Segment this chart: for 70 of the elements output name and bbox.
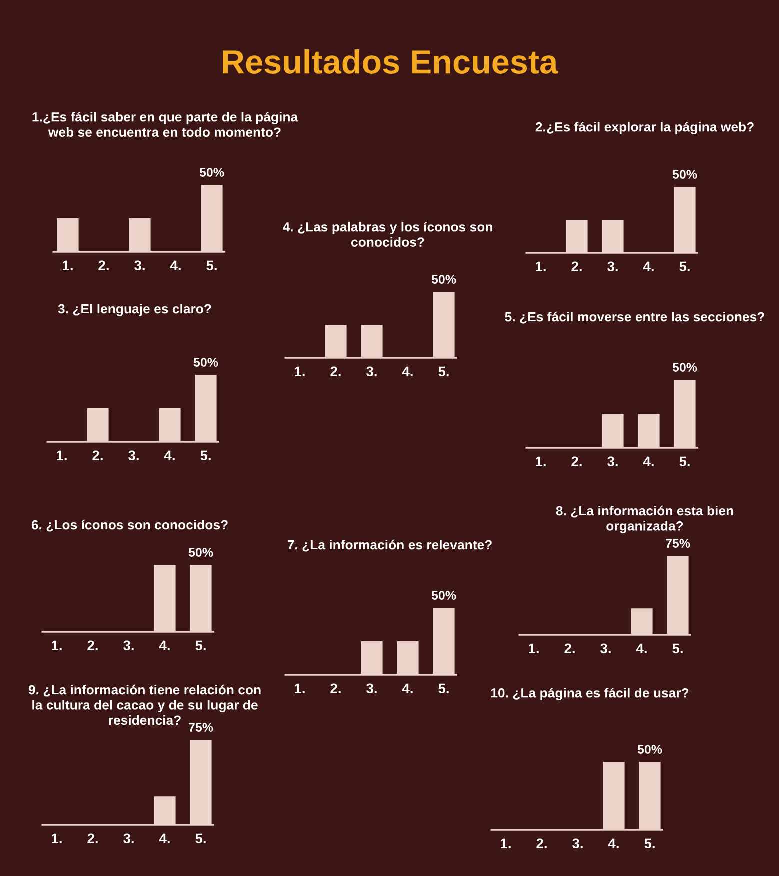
data-label: 50% bbox=[672, 170, 698, 179]
x-tick-label: 1. bbox=[529, 644, 539, 654]
x-tick-label: 3. bbox=[134, 260, 145, 271]
x-tick-label: 1. bbox=[63, 260, 73, 270]
x-tick-label: 5. bbox=[680, 262, 690, 272]
chart-title: 6. ¿Los íconos son conocidos? bbox=[32, 520, 228, 532]
chart-title: 3. ¿El lenguaje es claro? bbox=[58, 304, 212, 316]
x-tick-label: 1. bbox=[536, 456, 546, 466]
x-tick-label: 2. bbox=[92, 450, 103, 460]
x-tick-label: 4. bbox=[170, 260, 181, 270]
x-tick-label: 3. bbox=[124, 640, 134, 651]
x-tick-label: 4. bbox=[159, 834, 170, 844]
data-label: 50% bbox=[432, 275, 456, 284]
x-tick-label: 3. bbox=[600, 644, 611, 654]
x-tick-label: 5. bbox=[438, 684, 449, 694]
x-tick-label: 4. bbox=[636, 644, 647, 654]
x-tick-label: 2. bbox=[564, 644, 575, 654]
x-tick-label: 4. bbox=[608, 838, 619, 848]
x-tick-label: 2. bbox=[88, 640, 98, 650]
x-tick-label: 5. bbox=[438, 366, 449, 377]
x-tick-label: 5. bbox=[644, 838, 655, 849]
x-tick-label: 1. bbox=[536, 262, 546, 272]
data-label: 50% bbox=[188, 548, 214, 557]
x-tick-label: 3. bbox=[608, 262, 618, 272]
data-label: 50% bbox=[672, 363, 698, 372]
x-tick-label: 1. bbox=[295, 366, 305, 376]
chart-title: 7. ¿La información es relevante? bbox=[288, 540, 492, 552]
x-tick-label: 3. bbox=[124, 834, 134, 844]
x-tick-label: 2. bbox=[572, 456, 582, 466]
x-tick-label: 2. bbox=[536, 838, 547, 848]
x-tick-label: 4. bbox=[402, 366, 413, 376]
x-tick-label: 3. bbox=[366, 366, 377, 377]
x-tick-label: 1. bbox=[57, 450, 67, 460]
chart-title: 5. ¿Es fácil moverse entre las secciones? bbox=[505, 312, 764, 324]
x-tick-label: 2. bbox=[572, 262, 582, 272]
chart-title: 4. ¿Las palabras y los íconos son conocidos? bbox=[282, 222, 492, 247]
x-tick-label: 5. bbox=[672, 644, 683, 654]
chart-title: 10. ¿La página es fácil de usar? bbox=[491, 688, 689, 700]
x-tick-label: 1. bbox=[501, 838, 511, 848]
x-tick-label: 4. bbox=[402, 684, 413, 694]
data-label: 50% bbox=[638, 745, 662, 754]
x-tick-label: 2. bbox=[330, 684, 341, 694]
data-label: 50% bbox=[194, 358, 218, 367]
x-tick-label: 4. bbox=[164, 450, 175, 460]
chart-title: 2.¿Es fácil explorar la página web? bbox=[536, 122, 754, 134]
x-tick-label: 1. bbox=[52, 834, 62, 844]
x-tick-label: 3. bbox=[128, 450, 139, 461]
x-tick-label: 2. bbox=[98, 260, 109, 270]
x-tick-label: 5. bbox=[196, 834, 206, 844]
x-tick-label: 5. bbox=[196, 640, 206, 651]
data-label: 75% bbox=[666, 539, 690, 548]
x-tick-label: 2. bbox=[88, 834, 98, 844]
x-tick-label: 3. bbox=[572, 838, 583, 849]
x-tick-label: 1. bbox=[52, 640, 62, 650]
data-label: 50% bbox=[432, 591, 456, 600]
x-tick-label: 4. bbox=[643, 456, 654, 466]
data-label: 75% bbox=[189, 723, 214, 732]
x-tick-label: 4. bbox=[643, 262, 654, 272]
text: Resultados Encuesta bbox=[223, 49, 558, 74]
x-tick-label: 2. bbox=[330, 366, 341, 376]
x-tick-label: 3. bbox=[608, 456, 618, 467]
x-tick-label: 3. bbox=[366, 684, 377, 694]
x-tick-label: 5. bbox=[200, 450, 211, 461]
data-label: 50% bbox=[200, 168, 224, 177]
x-tick-label: 5. bbox=[680, 456, 690, 467]
x-tick-label: 1. bbox=[295, 684, 305, 694]
x-tick-label: 5. bbox=[206, 260, 217, 271]
chart-title: 8. ¿La información esta bien organizada? bbox=[556, 506, 734, 534]
x-tick-label: 4. bbox=[159, 640, 170, 650]
chart-title: 1.¿Es fácil saber en que parte de la página web se encuentra en todo momento? bbox=[32, 112, 298, 138]
